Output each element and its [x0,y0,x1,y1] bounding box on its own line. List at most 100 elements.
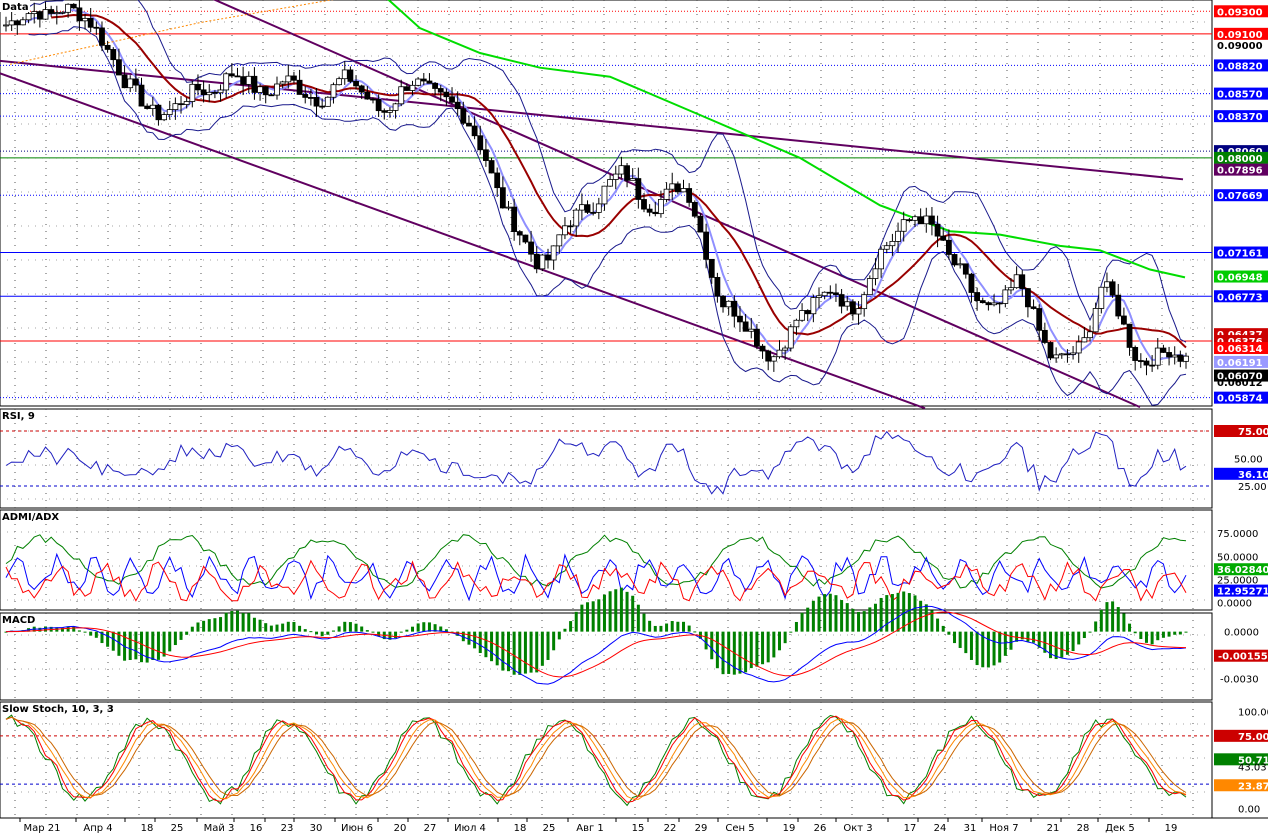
candle-body [799,310,805,321]
macd-histogram-bar [981,631,985,668]
stoch-tag [1214,729,1268,742]
candle-body [646,208,653,213]
macd-histogram-bar [676,621,680,632]
candle-body [121,74,128,89]
candle-body [161,114,167,121]
candle-body [912,216,918,221]
candle-body [1126,323,1133,348]
macd-histogram-bar [614,589,618,632]
candle-body [607,179,614,187]
candle-body [816,295,822,298]
candle-body [381,110,388,113]
candle-body [889,240,896,247]
macd-histogram-bar [834,595,838,632]
candle-body [166,109,173,116]
rsi-title: RSI, 9 [2,411,35,422]
macd-tag [1214,649,1268,662]
macd-histogram-bar [140,631,144,663]
macd-histogram-bar [315,631,319,635]
candle-body [172,103,179,110]
candle-body [612,173,619,180]
candle-body [1160,347,1167,353]
macd-histogram-bar [1122,613,1126,632]
candle-body [720,295,726,308]
candle-body [138,84,145,107]
candle-body [861,294,868,310]
x-tick-label: Ноя 7 [989,823,1018,834]
candle-body [895,230,901,242]
macd-histogram-bar [213,618,217,632]
macd-histogram-bar [1128,623,1132,632]
candle-body [76,7,83,22]
candle-body [754,328,760,347]
stoch-tag [1214,779,1268,792]
candle-body [1098,286,1105,309]
candle-body [1053,354,1060,359]
macd-histogram-bar [44,626,48,632]
candle-body [217,89,224,94]
x-tick-label: 30 [310,823,323,834]
candle-body [488,160,495,174]
candle-body [1092,308,1099,333]
candle-body [353,80,359,87]
candle-body [545,254,551,261]
candle-body [296,79,303,95]
macd-histogram-bar [727,631,731,674]
macd-histogram-bar [1133,631,1137,634]
candle-body [432,82,438,89]
macd-histogram-bar [377,631,381,637]
macd-histogram-bar [252,617,256,632]
price-tag [1214,151,1268,164]
macd-histogram-bar [653,625,657,632]
macd-histogram-bar [405,629,409,632]
macd-histogram-bar [682,621,686,632]
candle-body [25,13,32,21]
x-tick-label: Сен 5 [725,823,754,834]
macd-histogram-bar [766,631,770,663]
macd-histogram-bar [845,603,849,632]
candle-body [454,101,461,110]
candle-body [1036,308,1043,331]
macd-histogram-bar [100,631,104,644]
candle-body [1120,315,1127,325]
macd-histogram-bar [230,611,234,632]
rsi-line [5,430,1187,495]
price-tick-label: 0.08820 [1217,61,1263,72]
candle-body [776,349,783,358]
macd-histogram-bar [1003,631,1007,656]
title-bg [0,0,30,12]
macd-histogram-bar [546,631,550,660]
candle-body [708,258,715,278]
stoch-tick-label: 23.87 [1238,781,1268,792]
macd-histogram-bar [1167,631,1171,637]
macd-histogram-bar [416,623,420,632]
candle-body [731,300,738,317]
price-tag [1214,87,1268,100]
macd-histogram-bar [320,631,324,637]
candle-body [375,98,382,112]
candle-body [866,278,873,296]
panel-rsi [0,408,1213,509]
macd-histogram-bar [83,631,87,633]
macd-histogram-bar [969,631,973,660]
rsi-tick-label: 75.00 [1238,427,1268,438]
x-tick-label: 23 [281,823,294,834]
candle-body [330,84,337,98]
candle-body [347,69,354,82]
macd-histogram-bar [986,631,990,668]
candle-body [93,26,100,29]
candle-body [14,20,21,26]
candle-body [680,188,687,193]
candle-body [782,347,789,351]
candle-body [1132,347,1139,361]
candle-body [1154,347,1161,366]
candle-body [48,9,55,14]
candle-body [189,83,196,102]
macd-histogram-bar [1065,631,1069,655]
macd-histogram-bar [535,631,539,673]
stoch-tick-label: 43.03 [1238,763,1267,774]
candle-body [155,104,162,121]
macd-histogram-bar [1099,610,1103,632]
x-tick-label: 15 [632,823,645,834]
